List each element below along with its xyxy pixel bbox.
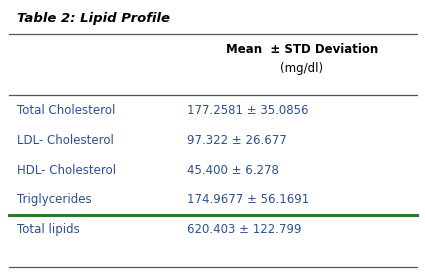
- Text: (mg/dl): (mg/dl): [280, 62, 323, 75]
- Text: 177.2581 ± 35.0856: 177.2581 ± 35.0856: [187, 104, 309, 118]
- Text: 620.403 ± 122.799: 620.403 ± 122.799: [187, 223, 301, 236]
- Text: Total Cholesterol: Total Cholesterol: [17, 104, 115, 118]
- Text: 174.9677 ± 56.1691: 174.9677 ± 56.1691: [187, 193, 309, 206]
- Text: Total lipids: Total lipids: [17, 223, 80, 236]
- Text: 45.400 ± 6.278: 45.400 ± 6.278: [187, 164, 279, 177]
- Text: Triglycerides: Triglycerides: [17, 193, 92, 206]
- Text: Table 2: Lipid Profile: Table 2: Lipid Profile: [17, 12, 170, 25]
- Text: Mean  ± STD Deviation: Mean ± STD Deviation: [226, 43, 378, 56]
- Text: HDL- Cholesterol: HDL- Cholesterol: [17, 164, 116, 177]
- Text: LDL- Cholesterol: LDL- Cholesterol: [17, 134, 114, 147]
- Text: 97.322 ± 26.677: 97.322 ± 26.677: [187, 134, 287, 147]
